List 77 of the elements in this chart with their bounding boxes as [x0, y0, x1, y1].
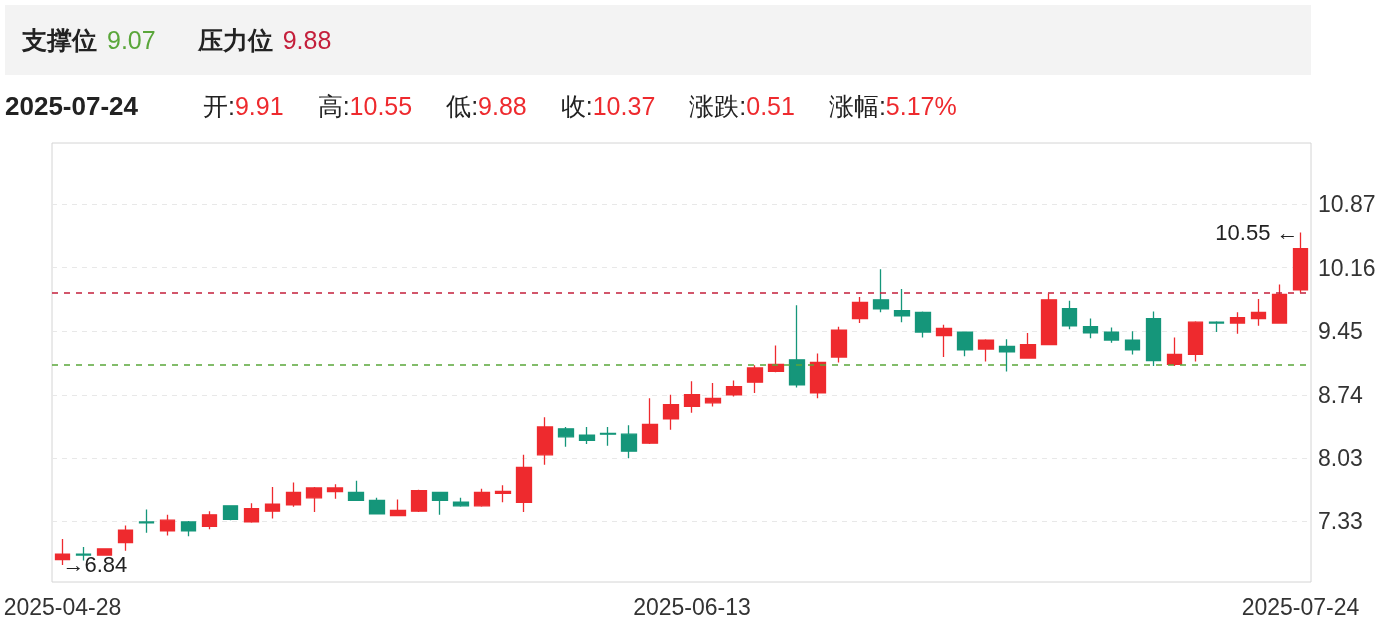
text: 低:9.88	[446, 91, 527, 120]
candlestick	[809, 352, 827, 399]
y-tick-label: 8.74	[1318, 381, 1363, 408]
candlestick	[1040, 292, 1058, 346]
candlestick	[494, 484, 512, 503]
candlestick	[872, 268, 890, 313]
candlestick	[1292, 231, 1309, 294]
candlestick	[1166, 336, 1183, 367]
candlestick	[641, 397, 659, 445]
candlestick	[1208, 320, 1225, 333]
candlestick	[326, 483, 344, 500]
candlestick	[1187, 320, 1204, 363]
candlestick	[977, 338, 995, 363]
candlestick	[138, 508, 155, 534]
text: 高:10.55	[317, 91, 413, 120]
candlestick	[1103, 326, 1120, 344]
candlestick	[431, 491, 449, 516]
candlestick	[893, 288, 911, 323]
candlestick	[914, 310, 932, 339]
candlestick	[410, 489, 428, 513]
y-tick-label: 10.87	[1318, 190, 1376, 217]
candlestick	[767, 344, 785, 374]
candlestick	[1082, 317, 1099, 339]
text: 支撑位 9.07	[22, 25, 156, 54]
candlestick	[264, 486, 281, 520]
text: 开:9.91	[203, 91, 284, 120]
candlestick	[935, 324, 953, 358]
candlestick	[956, 331, 974, 357]
candlestick	[180, 520, 197, 537]
candlestick	[1124, 330, 1141, 356]
annotation: 10.55 ←	[1215, 220, 1299, 246]
annotation: →6.84	[62, 552, 128, 578]
y-tick-label: 9.45	[1318, 318, 1363, 345]
candlestick	[243, 502, 260, 524]
candlestick	[788, 304, 806, 389]
candlestick	[347, 480, 365, 502]
candlestick	[599, 426, 617, 447]
candlestick	[473, 488, 491, 508]
candlestick	[683, 380, 701, 414]
candlestick	[1145, 310, 1162, 367]
candlestick	[159, 514, 176, 537]
text: 涨跌:0.51	[689, 91, 795, 120]
candlestick	[998, 338, 1016, 373]
candlestick	[578, 426, 596, 445]
x-tick-label: 2025-07-24	[1241, 593, 1360, 620]
candlestick	[746, 364, 764, 394]
candlestick	[662, 394, 680, 431]
x-tick-label: 2025-04-28	[3, 593, 122, 620]
x-tick-label: 2025-06-13	[633, 593, 751, 620]
text: 2025-07-24	[5, 90, 138, 122]
candlestick	[536, 416, 554, 466]
candlestick	[851, 296, 869, 324]
text: 压力位 9.88	[197, 25, 332, 54]
candlestick	[96, 548, 113, 556]
candlestick	[201, 510, 218, 530]
candlestick	[830, 326, 848, 364]
candlestick	[620, 424, 638, 460]
candlestick	[117, 524, 134, 552]
candlestick	[725, 379, 743, 398]
candlestick	[222, 505, 239, 521]
y-tick-label: 8.03	[1318, 445, 1363, 472]
candlestick	[1250, 298, 1267, 327]
y-tick-label: 10.16	[1318, 254, 1376, 281]
candlestick	[389, 498, 407, 517]
candlestick	[515, 454, 533, 513]
candlestick	[1271, 283, 1288, 324]
candlestick	[1229, 311, 1246, 335]
candlestick	[704, 382, 722, 408]
text: 涨幅:5.17%	[828, 91, 957, 120]
candlestick	[285, 481, 302, 508]
candlestick	[368, 497, 386, 515]
candlestick	[1061, 300, 1078, 330]
y-tick-label: 7.33	[1318, 508, 1363, 535]
candlestick	[557, 426, 575, 448]
text: 收:10.37	[560, 91, 656, 120]
candlestick	[1019, 332, 1037, 359]
candlestick	[305, 486, 323, 513]
